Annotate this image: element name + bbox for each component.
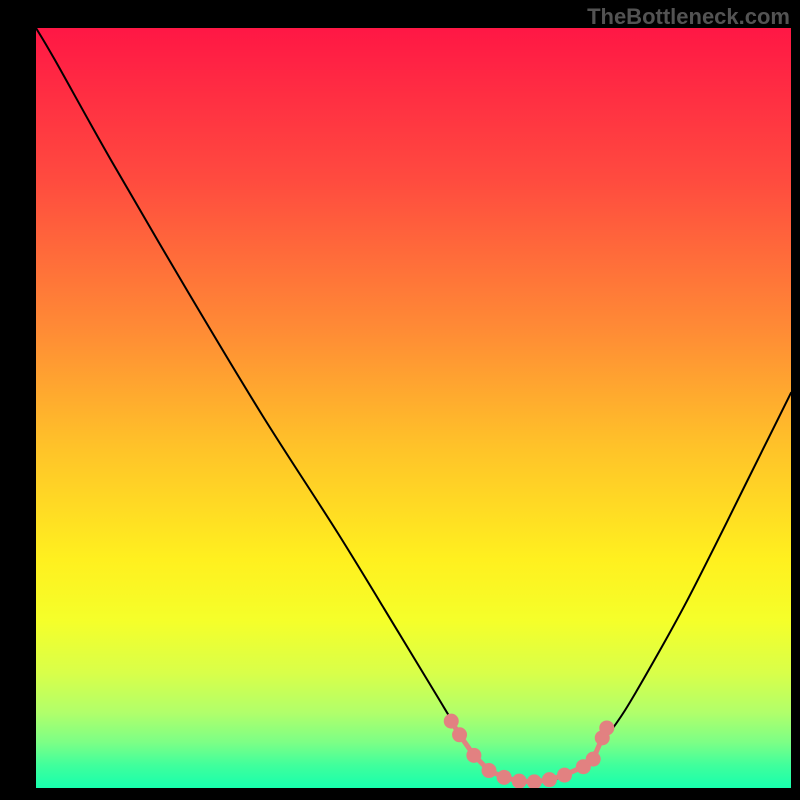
plot-overlay: [36, 28, 791, 788]
marker-dot: [497, 770, 512, 785]
marker-dot: [586, 752, 601, 767]
plot-area: [36, 28, 791, 788]
watermark-text: TheBottleneck.com: [587, 4, 790, 30]
marker-dot: [527, 774, 542, 788]
marker-dot: [599, 720, 614, 735]
marker-dot: [542, 772, 557, 787]
marker-dot: [444, 714, 459, 729]
marker-dot: [512, 774, 527, 788]
marker-dot: [452, 727, 467, 742]
bottleneck-curve: [36, 28, 791, 782]
marker-dot: [557, 768, 572, 783]
marker-dot: [466, 748, 481, 763]
chart-container: TheBottleneck.com: [0, 0, 800, 800]
marker-dot: [482, 763, 497, 778]
